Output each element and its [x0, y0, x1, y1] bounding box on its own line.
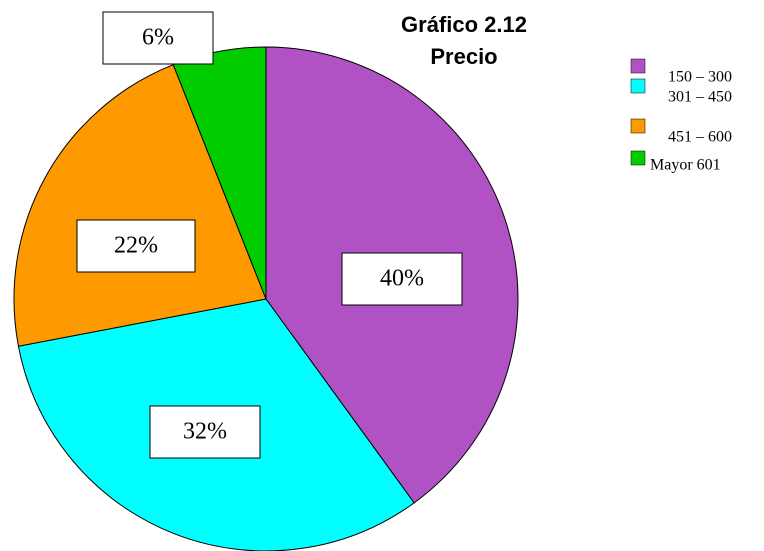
data-label: 22% — [114, 233, 158, 259]
data-label: 6% — [142, 25, 174, 51]
legend-label: 301 – 450 — [668, 89, 732, 106]
legend-label: 451 – 600 — [668, 129, 732, 146]
pie-slice — [172, 46, 267, 300]
data-label: 40% — [380, 266, 424, 292]
label-box — [149, 405, 261, 459]
legend-label: 150 – 300 — [668, 69, 732, 86]
pie-slice — [13, 64, 267, 347]
legend-swatch — [630, 78, 646, 94]
label-box — [341, 252, 463, 306]
legend-swatch — [630, 118, 646, 134]
legend-swatch — [630, 150, 646, 166]
legend-label: Mayor 601 — [650, 157, 721, 174]
chart-title: Gráfico 2.12 — [401, 12, 527, 37]
legend-swatch — [630, 58, 646, 74]
label-box — [102, 11, 214, 65]
data-label: 32% — [183, 419, 227, 445]
label-box — [76, 219, 196, 273]
chart-subtitle: Precio — [430, 44, 497, 69]
